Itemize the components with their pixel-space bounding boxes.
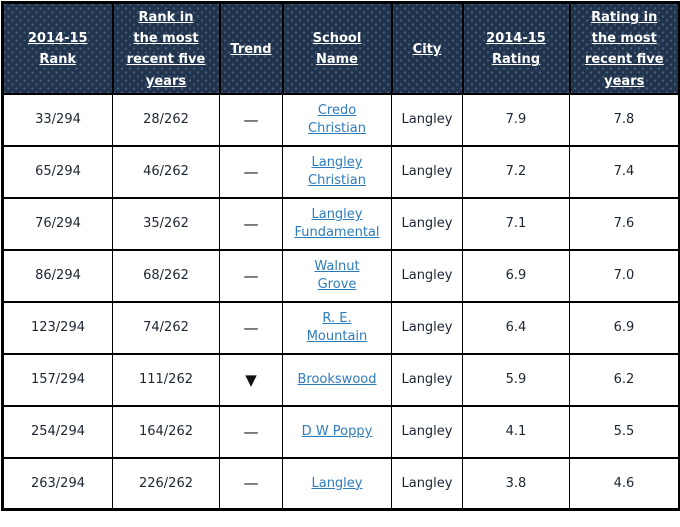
recent-rank-cell: 46/262	[112, 144, 220, 199]
trend-cell: —	[219, 248, 283, 303]
table-row: 254/294 164/262 — D W Poppy Langley 4.1 …	[2, 404, 680, 459]
city-cell: Langley	[391, 404, 463, 459]
trend-down-indicator: ▼	[219, 352, 283, 407]
header-cell-rating: 2014-15 Rating	[461, 1, 571, 95]
city-cell: Langley	[391, 196, 463, 251]
table-row: 157/294 111/262 ▼ Brookswood Langley 5.9…	[2, 352, 680, 407]
school-cell: Walnut Grove	[282, 248, 392, 303]
school-link[interactable]: D W Poppy	[301, 423, 373, 439]
trend-cell: —	[219, 404, 283, 459]
school-cell: R. E. Mountain	[282, 300, 392, 355]
rank-cell: 76/294	[2, 196, 113, 251]
recent-rating-cell: 7.0	[569, 248, 680, 303]
recent-rating-cell: 7.8	[569, 92, 680, 147]
school-cell: Langley	[282, 456, 392, 511]
header-cell-school: School Name	[281, 1, 393, 95]
table-row: 263/294 226/262 — Langley Langley 3.8 4.…	[2, 456, 680, 511]
school-link[interactable]: Langley Christian	[308, 155, 366, 188]
header-cell-recent-rank: Rank in the most recent five years	[111, 1, 221, 95]
sort-school-link[interactable]: School Name	[312, 31, 362, 68]
rating-cell: 4.1	[462, 404, 570, 459]
sort-recent-rating-link[interactable]: Rating in the most recent five years	[584, 10, 664, 89]
city-cell: Langley	[391, 92, 463, 147]
recent-rank-cell: 111/262	[112, 352, 220, 407]
header-cell-trend: Trend	[218, 1, 284, 95]
rank-cell: 65/294	[2, 144, 113, 199]
recent-rating-cell: 6.9	[569, 300, 680, 355]
school-link[interactable]: Langley	[311, 475, 363, 491]
rating-cell: 3.8	[462, 456, 570, 511]
table-row: 65/294 46/262 — Langley Christian Langle…	[2, 144, 680, 199]
school-link[interactable]: Walnut Grove	[314, 259, 360, 292]
rank-cell: 157/294	[2, 352, 113, 407]
table-row: 86/294 68/262 — Walnut Grove Langley 6.9…	[2, 248, 680, 303]
header-row: 2014-15 Rank Rank in the most recent fiv…	[1, 1, 680, 95]
table-row: 76/294 35/262 — Langley Fundamental Lang…	[2, 196, 680, 251]
header-cell-rank: 2014-15 Rank	[1, 1, 114, 95]
rank-cell: 263/294	[2, 456, 113, 511]
recent-rank-cell: 28/262	[112, 92, 220, 147]
recent-rating-cell: 7.4	[569, 144, 680, 199]
rank-cell: 33/294	[2, 92, 113, 147]
rating-cell: 5.9	[462, 352, 570, 407]
rating-cell: 7.9	[462, 92, 570, 147]
sort-recent-rank-link[interactable]: Rank in the most recent five years	[126, 10, 206, 89]
rating-cell: 6.9	[462, 248, 570, 303]
city-cell: Langley	[391, 144, 463, 199]
school-rankings-table: 2014-15 Rank Rank in the most recent fiv…	[1, 1, 680, 512]
trend-cell: —	[219, 196, 283, 251]
rank-cell: 123/294	[2, 300, 113, 355]
city-cell: Langley	[391, 248, 463, 303]
school-cell: Credo Christian	[282, 92, 392, 147]
sort-rank-link[interactable]: 2014-15 Rank	[27, 31, 88, 68]
sort-rating-link[interactable]: 2014-15 Rating	[486, 31, 546, 68]
recent-rank-cell: 164/262	[112, 404, 220, 459]
rank-cell: 86/294	[2, 248, 113, 303]
recent-rating-cell: 7.6	[569, 196, 680, 251]
recent-rank-cell: 68/262	[112, 248, 220, 303]
trend-cell: —	[219, 92, 283, 147]
rating-cell: 7.2	[462, 144, 570, 199]
city-cell: Langley	[391, 300, 463, 355]
school-link[interactable]: Credo Christian	[308, 103, 366, 136]
trend-cell: —	[219, 144, 283, 199]
school-cell: D W Poppy	[282, 404, 392, 459]
school-link[interactable]: R. E. Mountain	[306, 311, 368, 344]
city-cell: Langley	[391, 456, 463, 511]
recent-rank-cell: 74/262	[112, 300, 220, 355]
sort-trend-link[interactable]: Trend	[230, 41, 272, 57]
school-cell: Langley Fundamental	[282, 196, 392, 251]
rating-cell: 6.4	[462, 300, 570, 355]
recent-rating-cell: 6.2	[569, 352, 680, 407]
sort-city-link[interactable]: City	[412, 41, 442, 57]
recent-rank-cell: 226/262	[112, 456, 220, 511]
header-cell-city: City	[390, 1, 464, 95]
trend-cell: —	[219, 456, 283, 511]
recent-rating-cell: 4.6	[569, 456, 680, 511]
rating-cell: 7.1	[462, 196, 570, 251]
city-cell: Langley	[391, 352, 463, 407]
school-link[interactable]: Langley Fundamental	[294, 207, 380, 240]
school-cell: Langley Christian	[282, 144, 392, 199]
table-row: 33/294 28/262 — Credo Christian Langley …	[2, 92, 680, 147]
recent-rating-cell: 5.5	[569, 404, 680, 459]
rank-cell: 254/294	[2, 404, 113, 459]
school-cell: Brookswood	[282, 352, 392, 407]
recent-rank-cell: 35/262	[112, 196, 220, 251]
trend-cell: —	[219, 300, 283, 355]
table-row: 123/294 74/262 — R. E. Mountain Langley …	[2, 300, 680, 355]
header-cell-recent-rating: Rating in the most recent five years	[568, 1, 680, 95]
school-link[interactable]: Brookswood	[297, 371, 377, 387]
